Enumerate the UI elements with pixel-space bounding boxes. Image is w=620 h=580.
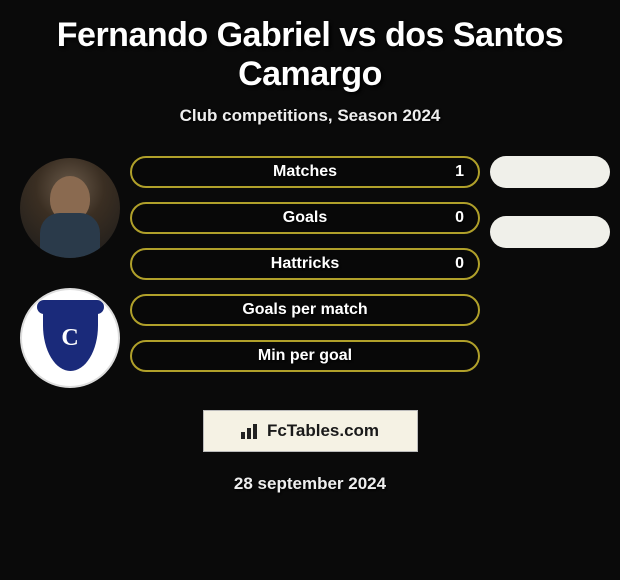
player1-avatar <box>20 158 120 258</box>
stat-pill-matches: Matches 1 <box>130 156 480 188</box>
watermark-text: FcTables.com <box>267 421 379 441</box>
stat-pill-mpg: Min per goal <box>130 340 480 372</box>
player2-club-badge: C <box>20 288 120 388</box>
stat-pill-goals: Goals 0 <box>130 202 480 234</box>
watermark-badge[interactable]: FcTables.com <box>203 410 418 452</box>
bars-icon <box>241 423 261 439</box>
right-pill-matches <box>490 156 610 188</box>
stat-value-p1: 0 <box>455 255 464 273</box>
page-title: Fernando Gabriel vs dos Santos Camargo <box>10 16 610 94</box>
date-stamp: 28 september 2024 <box>10 474 610 494</box>
stat-label: Hattricks <box>271 255 339 273</box>
stat-label: Min per goal <box>258 347 352 365</box>
stat-pill-hattricks: Hattricks 0 <box>130 248 480 280</box>
stat-value-p1: 0 <box>455 209 464 227</box>
stat-label: Matches <box>273 163 337 181</box>
stat-label: Goals <box>283 209 327 227</box>
stat-pill-gpm: Goals per match <box>130 294 480 326</box>
right-pill-goals <box>490 216 610 248</box>
right-pills-column <box>490 156 610 248</box>
stat-label: Goals per match <box>242 301 367 319</box>
subtitle: Club competitions, Season 2024 <box>10 106 610 126</box>
stat-value-p1: 1 <box>455 163 464 181</box>
content-row: C Matches 1 Goals 0 Hattricks 0 Goals pe… <box>10 156 610 388</box>
club-letter: C <box>61 325 78 352</box>
stats-column: Matches 1 Goals 0 Hattricks 0 Goals per … <box>130 156 490 372</box>
avatars-column: C <box>10 156 130 388</box>
comparison-card: Fernando Gabriel vs dos Santos Camargo C… <box>0 0 620 504</box>
club-shield-icon: C <box>43 306 98 371</box>
